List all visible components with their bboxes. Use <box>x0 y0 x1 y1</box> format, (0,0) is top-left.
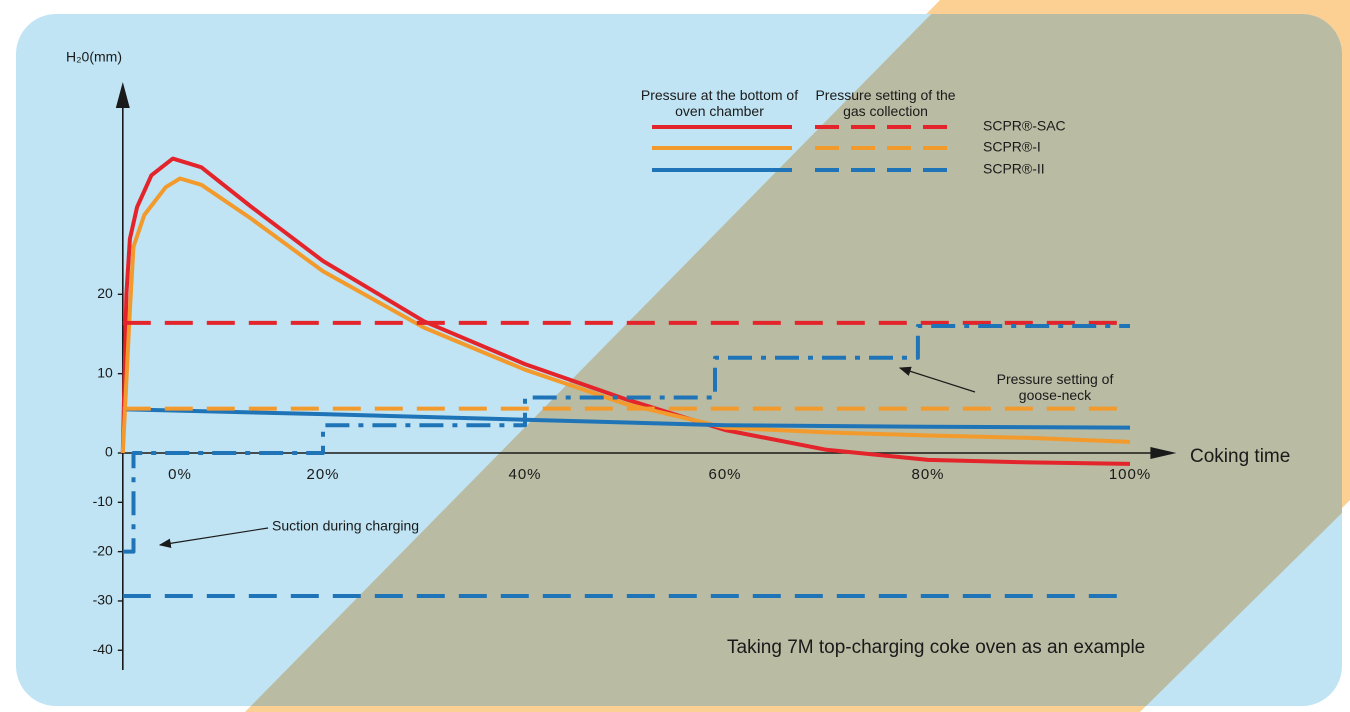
y-tick-label: 0 <box>105 444 113 460</box>
annotation-arrow <box>158 527 269 549</box>
x-tick-label: 100% <box>1109 466 1151 483</box>
x-axis-label: Coking time <box>1190 446 1290 467</box>
y-tick-label: 20 <box>97 285 113 301</box>
x-tick-label: 80% <box>911 466 944 483</box>
x-tick-label: 0% <box>168 466 192 483</box>
series-line <box>122 324 1130 554</box>
series-line <box>120 156 1131 466</box>
y-tick-label: -20 <box>93 542 113 558</box>
legend-label: SCPR®-SAC <box>983 118 1066 134</box>
annotation: Pressure setting of goose-neck <box>996 371 1114 403</box>
annotation-arrow <box>898 366 976 393</box>
y-tick-label: -40 <box>93 641 113 657</box>
legend-label: SCPR®-II <box>983 161 1045 177</box>
x-tick-label: 40% <box>508 466 541 483</box>
y-tick-label: -30 <box>93 592 113 608</box>
y-tick-label: 10 <box>97 364 113 380</box>
legend-column: Pressure at the bottom of oven chamber <box>640 87 799 119</box>
x-axis-arrow <box>1150 447 1177 459</box>
annotation: Suction during charging <box>272 518 419 534</box>
series-line <box>126 407 1131 430</box>
y-axis-label: H₂0(mm) <box>66 49 122 65</box>
series-line <box>120 176 1131 454</box>
legend-column: Pressure setting of the gas collection <box>815 87 956 119</box>
y-axis-arrow <box>115 82 130 108</box>
y-tick-label: -10 <box>93 493 113 509</box>
legend-label: SCPR®-I <box>983 139 1041 155</box>
annotation: Taking 7M top-charging coke oven as an e… <box>727 637 1145 658</box>
x-tick-label: 60% <box>708 466 741 483</box>
x-tick-label: 20% <box>306 466 339 483</box>
